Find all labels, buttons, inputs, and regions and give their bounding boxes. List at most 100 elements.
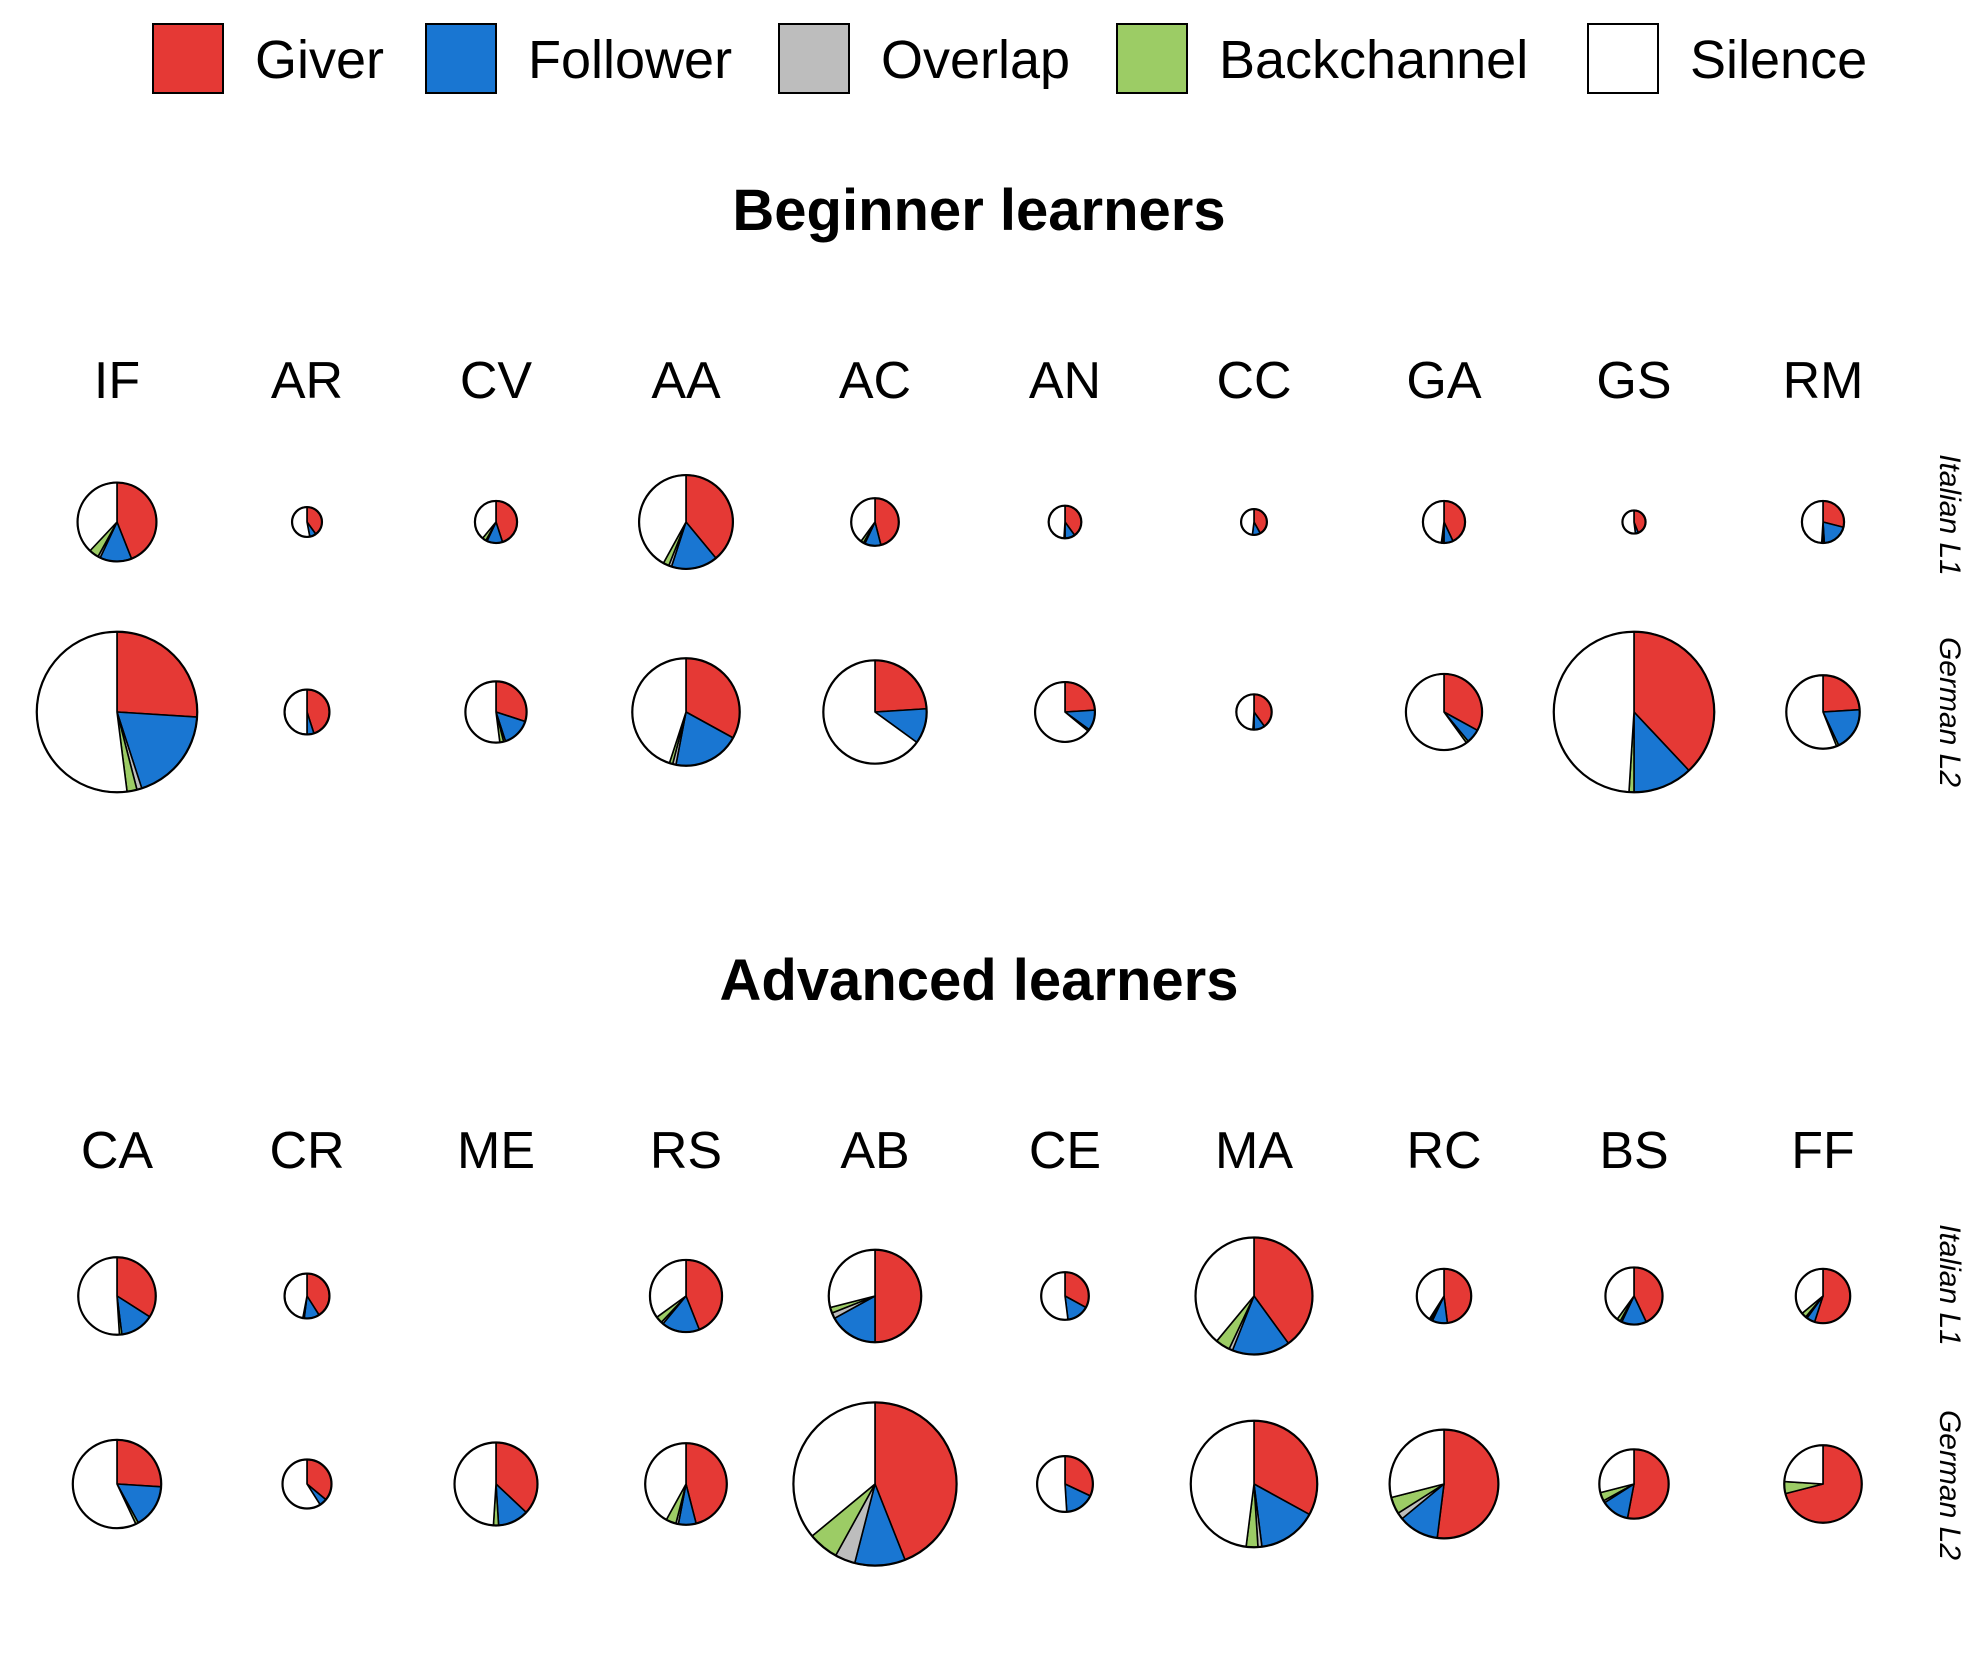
- pie-an-german-l2: [1033, 680, 1097, 744]
- slice-silence: [1240, 508, 1255, 536]
- slice-silence: [1047, 504, 1066, 540]
- pie-outline: [1194, 1236, 1314, 1356]
- panel-beginner-learners: Beginner learners IF AR CV AA AC AN CC GA GS RM Ita…: [35, 178, 1966, 794]
- panel-title: Beginner learners: [732, 178, 1225, 243]
- pie-gs-german-l2: [1552, 630, 1716, 794]
- column-label-ga: GA: [1406, 352, 1481, 410]
- pie-outline: [850, 497, 900, 547]
- column-label-rs: RS: [650, 1122, 722, 1180]
- pie-aa-german-l2: [631, 657, 741, 767]
- pie-outline: [1239, 507, 1269, 537]
- pie-outline: [290, 505, 324, 539]
- legend-label-giver: Giver: [255, 30, 384, 90]
- pie-outline: [648, 1258, 724, 1334]
- pie-rs-german-l2: [644, 1442, 728, 1526]
- pie-outline: [71, 1438, 163, 1530]
- slice-giver: [874, 1248, 923, 1344]
- slice-silence: [283, 1272, 308, 1319]
- legend-label-follower: Follower: [528, 30, 732, 90]
- legend: Giver Follower Overlap Backchannel Silence: [152, 23, 1867, 94]
- pie-outline: [1415, 1267, 1473, 1325]
- pie-ce-german-l2: [1036, 1455, 1094, 1513]
- pie-rc-german-l2: [1388, 1428, 1500, 1540]
- slice-silence: [1422, 500, 1445, 544]
- legend-item-giver: Giver: [152, 23, 384, 94]
- pie-outline: [1189, 1419, 1319, 1549]
- pie-ac-italian-l1: [850, 497, 900, 547]
- column-label-rm: RM: [1783, 352, 1864, 410]
- row-label-italian-l1: Italian L1: [1933, 454, 1966, 576]
- pie-outline: [1388, 1428, 1500, 1540]
- column-label-bs: BS: [1599, 1122, 1668, 1180]
- pie-ca-german-l2: [71, 1438, 163, 1530]
- column-label-rc: RC: [1406, 1122, 1481, 1180]
- slice-giver: [1436, 1428, 1500, 1540]
- pie-outline: [281, 1458, 333, 1510]
- panel-advanced-learners: Advanced learners CA CR ME RS AB CE MA RC BS FF Ita…: [71, 948, 1966, 1567]
- slice-silence: [77, 1256, 121, 1336]
- pie-ma-german-l2: [1189, 1419, 1319, 1549]
- column-label-me: ME: [457, 1122, 535, 1180]
- pie-outline: [453, 1441, 539, 1527]
- pie-rm-italian-l1: [1800, 499, 1846, 545]
- pie-gs-italian-l1: [1621, 509, 1647, 535]
- pie-outline: [1621, 509, 1647, 535]
- pie-if-italian-l1: [76, 481, 158, 563]
- pie-outline: [1604, 1266, 1664, 1326]
- slice-giver: [116, 630, 199, 718]
- pie-outline: [644, 1442, 728, 1526]
- pie-cv-italian-l1: [473, 499, 519, 545]
- slice-silence: [1553, 630, 1635, 793]
- pie-outline: [1783, 1444, 1863, 1524]
- legend-item-silence: Silence: [1587, 23, 1867, 94]
- pie-ga-italian-l1: [1421, 499, 1467, 545]
- pie-ar-italian-l1: [290, 505, 324, 539]
- pie-ca-italian-l1: [77, 1256, 157, 1336]
- column-label-ab: AB: [840, 1122, 909, 1180]
- pie-outline: [1794, 1267, 1852, 1325]
- pie-cc-german-l2: [1235, 693, 1273, 731]
- legend-swatch-overlap: [778, 23, 850, 94]
- row-label-german-l2: German L2: [1933, 637, 1966, 787]
- slice-giver: [1443, 1268, 1473, 1324]
- column-label-ar: AR: [271, 352, 343, 410]
- column-label-cc: CC: [1216, 352, 1291, 410]
- column-label-an: AN: [1029, 352, 1101, 410]
- slice-silence: [453, 1441, 497, 1527]
- legend-swatch-backchannel: [1116, 23, 1188, 94]
- pie-outline: [637, 473, 735, 571]
- pie-cv-german-l2: [464, 680, 528, 744]
- pie-outline: [1404, 672, 1484, 752]
- pie-ab-italian-l1: [827, 1248, 923, 1344]
- pie-outline: [1033, 680, 1097, 744]
- pie-me-german-l2: [453, 1441, 539, 1527]
- legend-swatch-follower: [425, 23, 497, 94]
- pie-outline: [1047, 504, 1083, 540]
- legend-label-backchannel: Backchannel: [1219, 30, 1528, 90]
- slice-silence: [36, 630, 128, 793]
- pie-outline: [1235, 693, 1273, 731]
- pie-outline: [1598, 1448, 1670, 1520]
- slice-silence: [1598, 1448, 1635, 1494]
- column-label-cv: CV: [460, 352, 533, 410]
- pie-ac-german-l2: [822, 659, 928, 765]
- pie-outline: [1800, 499, 1846, 545]
- pie-cr-german-l2: [281, 1458, 333, 1510]
- pie-outline: [1552, 630, 1716, 794]
- column-label-ca: CA: [81, 1122, 154, 1180]
- pie-outline: [76, 481, 158, 563]
- pie-outline: [827, 1248, 923, 1344]
- pie-bs-german-l2: [1598, 1448, 1670, 1520]
- column-label-cr: CR: [269, 1122, 344, 1180]
- pie-outline: [1785, 674, 1861, 750]
- legend-item-follower: Follower: [425, 23, 732, 94]
- pie-cc-italian-l1: [1239, 507, 1269, 537]
- column-label-ff: FF: [1791, 1122, 1855, 1180]
- pie-if-german-l2: [35, 630, 199, 794]
- pie-ce-italian-l1: [1040, 1271, 1090, 1321]
- pie-outline: [35, 630, 199, 794]
- panel-title: Advanced learners: [719, 948, 1238, 1013]
- slice-silence: [283, 688, 308, 736]
